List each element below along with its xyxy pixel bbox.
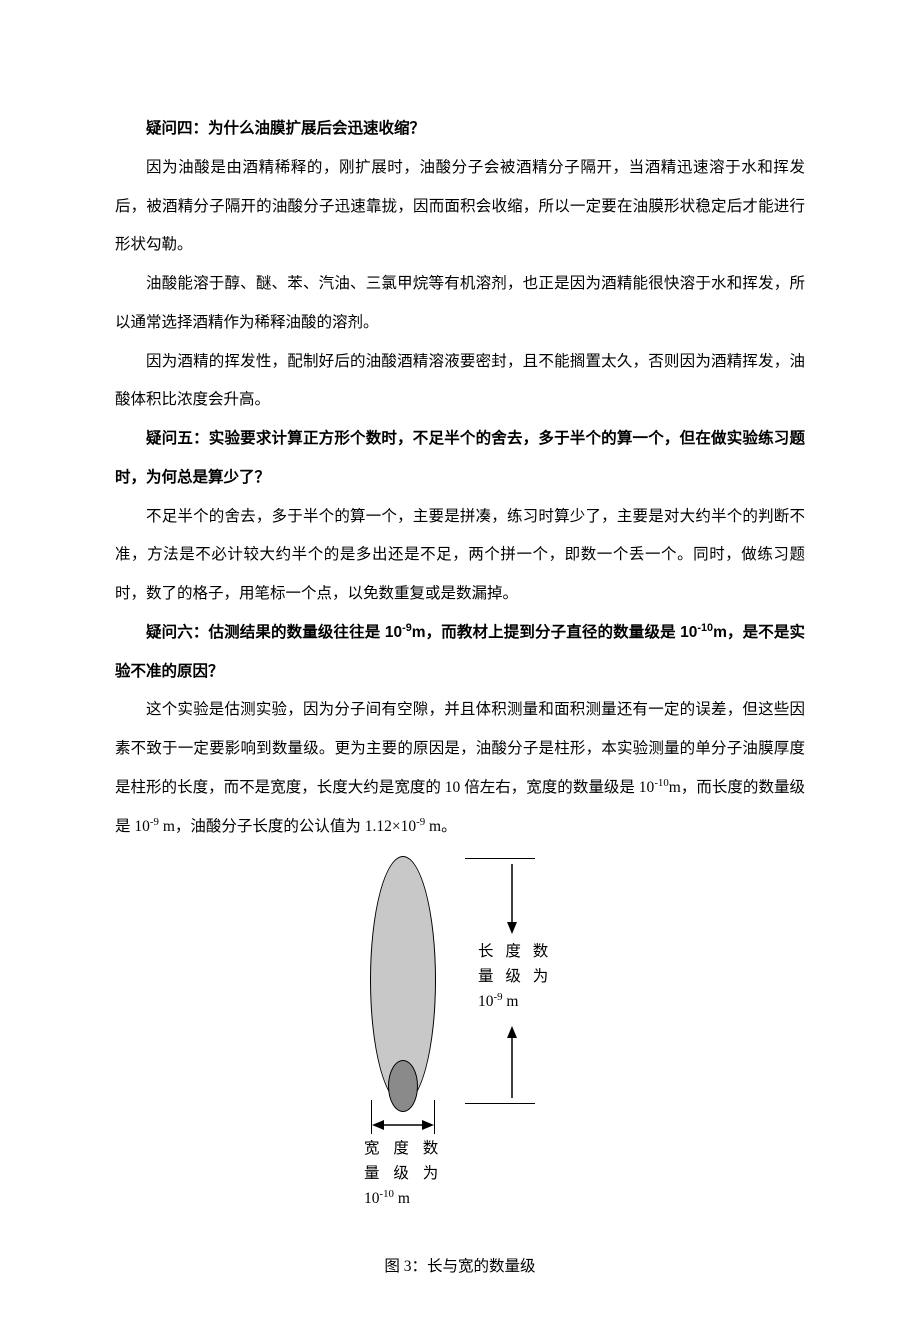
figure-3-wrap: 长 度 数 量 级 为 10-9 m 宽 度 数 量 级 为 10-10 m 图… [115, 856, 805, 1276]
question-5-para-1: 不足半个的舍去，多于半个的算一个，主要是拼凑，练习时算少了，主要是对大约半个的判… [115, 498, 805, 614]
q6-p1-exp3: -9 [416, 815, 425, 827]
figure-3: 长 度 数 量 级 为 10-9 m 宽 度 数 量 级 为 10-10 m [310, 856, 610, 1236]
width-label-line2: 量 级 为 [364, 1165, 443, 1182]
length-top-tick [465, 858, 535, 859]
question-4-title: 疑问四：为什么油膜扩展后会迅速收缩？ [115, 110, 805, 149]
q6-p1-exp2: -9 [150, 815, 159, 827]
width-label-exp: -10 [380, 1188, 394, 1200]
figure-3-caption: 图 3：长与宽的数量级 [115, 1254, 805, 1276]
question-6-title: 疑问六：估测结果的数量级往往是 10-9m，而教材上提到分子直径的数量级是 10… [115, 614, 805, 692]
q6-title-seg-b: m，而教材上提到分子直径的数量级是 10 [412, 624, 698, 641]
document-page: 疑问四：为什么油膜扩展后会迅速收缩？ 因为油酸是由酒精稀释的，刚扩展时，油酸分子… [0, 0, 920, 1336]
width-arrow-icon [372, 1118, 434, 1132]
length-bottom-tick [465, 1103, 535, 1104]
q6-p1-seg-c: m，油酸分子长度的公认值为 1.12×10 [159, 818, 416, 835]
q6-title-exp1: -9 [402, 622, 412, 634]
question-5-title: 疑问五：实验要求计算正方形个数时，不足半个的舍去，多于半个的算一个，但在做实验练… [115, 420, 805, 498]
length-arrow-down-icon [505, 864, 519, 934]
width-label: 宽 度 数 量 级 为 10-10 m [364, 1137, 443, 1211]
length-label-line2: 量 级 为 [478, 968, 552, 985]
width-label-line3: 10-10 m [364, 1190, 410, 1207]
question-4-para-2: 油酸能溶于醇、醚、苯、汽油、三氯甲烷等有机溶剂，也正是因为酒精能很快溶于水和挥发… [115, 265, 805, 343]
q6-title-seg-a: 疑问六：估测结果的数量级往往是 10 [146, 624, 402, 641]
question-4-para-3: 因为酒精的挥发性，配制好后的油酸酒精溶液要密封，且不能搁置太久，否则因为酒精挥发… [115, 343, 805, 421]
length-label-base: 10 [478, 993, 494, 1010]
length-label-unit: m [503, 993, 519, 1010]
width-label-line1: 宽 度 数 [364, 1140, 443, 1157]
question-4-para-1: 因为油酸是由酒精稀释的，刚扩展时，油酸分子会被酒精分子隔开，当酒精迅速溶于水和挥… [115, 149, 805, 265]
q6-title-exp2: -10 [697, 622, 713, 634]
length-label: 长 度 数 量 级 为 10-9 m [478, 940, 552, 1014]
question-6-para-1: 这个实验是估测实验，因为分子间有空隙，并且体积测量和面积测量还有一定的误差，但这… [115, 691, 805, 846]
length-label-line1: 长 度 数 [478, 943, 552, 960]
width-label-unit: m [394, 1190, 410, 1207]
length-label-line3: 10-9 m [478, 993, 518, 1010]
length-arrow-up-icon [505, 1026, 519, 1098]
q6-p1-exp1: -10 [654, 777, 668, 789]
width-right-tick [434, 1100, 435, 1134]
width-label-base: 10 [364, 1190, 380, 1207]
length-label-exp: -9 [494, 991, 503, 1003]
molecule-small-ellipse [388, 1060, 418, 1112]
q6-p1-seg-d: m。 [425, 818, 456, 835]
